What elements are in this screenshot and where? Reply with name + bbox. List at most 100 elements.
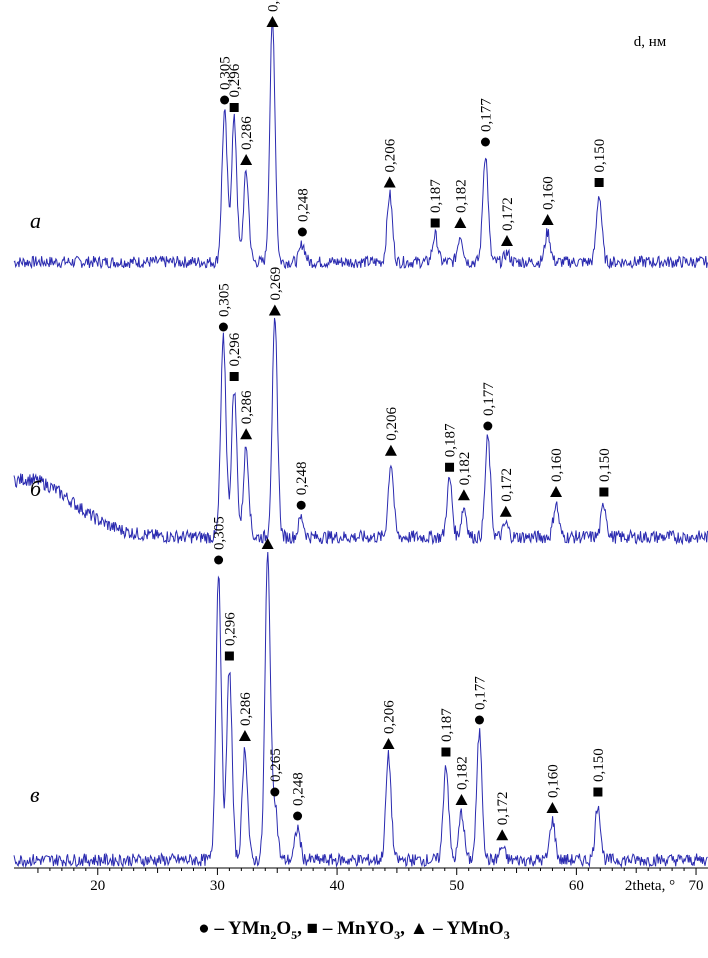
trace-label: б xyxy=(30,476,42,501)
circle-marker xyxy=(220,95,230,105)
square-marker xyxy=(593,787,603,797)
square-marker xyxy=(229,103,239,112)
square-marker xyxy=(441,747,451,757)
d-spacing-label: 0,286 xyxy=(239,390,255,424)
triangle-marker xyxy=(457,489,470,501)
triangle-marker xyxy=(384,444,397,456)
d-spacing-label: 0,305 xyxy=(218,56,234,90)
trace-label: а xyxy=(30,208,41,233)
d-spacing-label: 0,177 xyxy=(472,676,488,710)
d-spacing-label: 0,248 xyxy=(295,188,311,222)
d-spacing-label: 0,150 xyxy=(592,139,608,173)
d-spacing-label: 0,206 xyxy=(384,407,400,441)
circle-marker xyxy=(270,787,280,797)
d-spacing-label: 0,269 xyxy=(265,0,281,12)
legend-triangle-sub: 3 xyxy=(503,927,510,942)
d-spacing-label: 0,160 xyxy=(549,448,565,482)
d-spacing-label: 0,305 xyxy=(216,283,232,317)
triangle-marker xyxy=(546,802,559,813)
x-tick-label: 50 xyxy=(449,878,464,894)
d-spacing-label: 0,286 xyxy=(238,692,254,726)
circle-marker xyxy=(480,137,490,147)
d-spacing-label: 0,305 xyxy=(212,516,228,550)
legend: ● – YMn2O5, ■ – MnYO3, ▲ – YMnO3 xyxy=(0,918,708,943)
trace-layer xyxy=(13,21,708,869)
d-spacing-label: 0,269 xyxy=(268,267,284,301)
trace-3 xyxy=(13,551,708,869)
triangle-marker xyxy=(550,486,563,497)
legend-square-sub: 3 xyxy=(394,927,401,942)
d-spacing-label: 0,187 xyxy=(439,708,455,742)
trace-2 xyxy=(13,317,708,546)
triangle-marker xyxy=(496,829,509,841)
square-marker xyxy=(229,372,239,381)
trace-label: в xyxy=(30,782,40,807)
x-axis: 20 30 40 50 60 70 xyxy=(14,867,708,894)
annotation-layer: а0,3050,2960,2860,2690,2480,2060,1870,18… xyxy=(30,0,613,841)
d-spacing-label: 0,182 xyxy=(457,452,473,486)
triangle-marker xyxy=(454,217,467,228)
d-spacing-label: 0,182 xyxy=(453,179,469,213)
triangle-marker xyxy=(261,538,274,549)
d-spacing-label: 0,296 xyxy=(227,332,243,366)
d-spacing-label: 0,248 xyxy=(291,772,307,806)
x-tick-label: 60 xyxy=(569,878,584,894)
triangle-marker xyxy=(240,154,253,165)
legend-circle-sub1: 2 xyxy=(270,927,277,942)
d-spacing-label: 0,182 xyxy=(455,756,471,790)
triangle-marker xyxy=(455,794,468,805)
legend-circle-text: – YMn xyxy=(209,918,271,939)
x-tick-label: 20 xyxy=(90,878,105,894)
triangle-marker xyxy=(268,304,281,316)
d-spacing-label: 0,296 xyxy=(227,63,243,97)
circle-marker xyxy=(218,322,228,332)
d-spacing-label: 0,265 xyxy=(268,748,284,782)
unit-label: d, нм xyxy=(634,34,667,50)
square-marker xyxy=(430,218,440,228)
trace-1 xyxy=(13,21,708,270)
x-axis-label: 2theta, ° xyxy=(625,878,675,894)
d-spacing-label: 0,172 xyxy=(495,791,511,825)
d-spacing-label: 0,206 xyxy=(383,138,399,172)
square-marker xyxy=(594,178,604,187)
d-spacing-label: 0,286 xyxy=(239,116,255,150)
xrd-chart: а0,3050,2960,2860,2690,2480,2060,1870,18… xyxy=(13,0,708,894)
circle-marker xyxy=(297,227,307,237)
d-spacing-label: 0,187 xyxy=(443,423,459,457)
d-spacing-label: 0,160 xyxy=(541,176,557,210)
circle-marker xyxy=(296,500,306,510)
d-spacing-label: 0,160 xyxy=(545,764,561,798)
d-spacing-label: 0,172 xyxy=(500,197,516,231)
triangle-marker xyxy=(499,505,512,517)
x-tick-label: 40 xyxy=(330,878,345,894)
legend-circle-glyph: ● xyxy=(198,918,210,939)
square-marker xyxy=(599,487,609,497)
legend-circle-mid: O xyxy=(276,918,292,939)
circle-marker xyxy=(293,811,303,821)
d-spacing-label: 0,206 xyxy=(382,700,398,734)
triangle-marker xyxy=(541,214,554,225)
x-tick-label: 30 xyxy=(210,878,225,894)
triangle-marker xyxy=(500,235,513,246)
d-spacing-label: 0,172 xyxy=(499,468,515,502)
d-spacing-label: 0,177 xyxy=(481,382,497,416)
d-spacing-label: 0,187 xyxy=(428,179,444,213)
d-spacing-label: 0,150 xyxy=(591,748,607,782)
d-spacing-label: 0,177 xyxy=(478,98,494,132)
d-spacing-label: 0,248 xyxy=(294,461,310,495)
circle-marker xyxy=(214,555,224,565)
d-spacing-label: 0,150 xyxy=(597,448,613,482)
legend-square-text: , ■ – MnYO xyxy=(297,918,395,939)
square-marker xyxy=(224,651,234,661)
d-spacing-label: 0,296 xyxy=(222,612,238,646)
x-tick-label: 70 xyxy=(689,878,704,894)
legend-triangle-text: , ▲ – YMnO xyxy=(400,918,504,939)
circle-marker xyxy=(483,421,493,431)
circle-marker xyxy=(474,715,484,725)
triangle-marker xyxy=(266,16,279,27)
triangle-marker xyxy=(383,176,396,188)
triangle-marker xyxy=(240,428,253,440)
legend-circle-sub2: 5 xyxy=(291,927,298,942)
triangle-marker xyxy=(238,730,251,741)
triangle-marker xyxy=(382,738,395,749)
